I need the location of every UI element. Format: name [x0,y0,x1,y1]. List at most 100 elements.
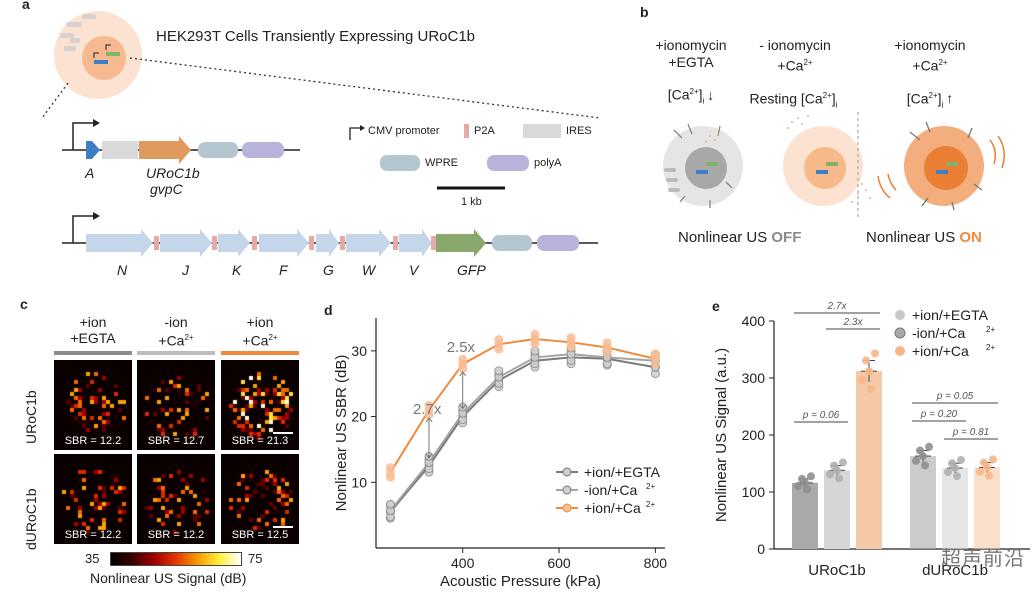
legend-label-2: +ion/+Ca [912,343,969,359]
category-label: dURoC1b [922,562,988,579]
heatmap-1-1: SBR = 12.2 [137,454,215,544]
data-point [494,335,504,345]
heatmap-0-0: SBR = 12.2 [54,360,132,450]
bar [824,470,850,549]
legend-marker [895,310,905,320]
chart-e: 0 100 200 300 400 Nonlinear US Signal (a.u.) U… [713,301,1030,579]
gene-f-arrow [259,229,309,257]
colorbar-min: 35 [85,551,100,566]
data-point [989,455,997,464]
data-point [385,499,395,509]
gene-label-j: J [182,262,189,278]
heatmap-1-2: SBR = 12.5 [221,454,299,544]
legend-p2a: P2A [474,125,495,137]
legend-label-1: -ion/+Ca [912,325,966,341]
data-point [826,470,834,479]
image-scale-bar [273,432,293,434]
gene-label-k: K [232,262,242,278]
y-tick-label: 200 [742,427,766,443]
legend-polya: polyA [534,157,562,169]
data-point [385,463,395,473]
heatmap-1-0: SBR = 12.2 [54,454,132,544]
gene-label-g: G [323,262,334,278]
data-point [566,333,576,343]
legend-wpre: WPRE [425,157,458,169]
header-bar-egta [54,351,132,355]
fold-annotation: 2.7x [413,401,442,418]
legend-marker [562,485,572,495]
condition-0: +ionomycin +EGTA [Ca2+]i ↓ [621,37,761,109]
bar [942,468,968,549]
heatmap-0-2: SBR = 21.3 [221,360,299,450]
legend-label-1: -ion/+Ca [584,482,638,498]
legend-ires: IRES [566,125,592,137]
condition-line2: +Ca2+ [912,57,948,74]
data-point [424,400,434,410]
calcium-level: [Ca2+]i ↓ [667,86,715,106]
data-point [530,329,540,339]
legend-scale: 1 kb [461,196,482,208]
uroc1b-gvpc-arrow [139,136,191,164]
data-point [983,463,991,472]
gene-label-a: A [85,165,95,181]
bar [792,482,818,549]
panel-d-label: d [324,302,333,318]
legend-label-2: +ion/+Ca [584,500,641,516]
heatmap-0-1: SBR = 12.7 [137,360,215,450]
gene-g-arrow [316,229,339,257]
fold-arrow-head [425,417,433,423]
column-header-2: +ion +Ca2+ [242,314,278,349]
legend-marker [562,467,572,477]
bracket-label: p = 0.05 [936,391,974,402]
column-header-1: -ion +Ca2+ [158,314,194,349]
bracket-label: 2.3x [843,317,864,328]
legend-marker [895,346,905,356]
x-tick-label: 600 [547,555,571,571]
condition-line1: - ionomycin [759,37,831,53]
data-point [602,338,612,348]
condition-line1: +ionomycin [655,37,727,53]
bracket-label: p = 0.06 [802,410,840,421]
data-point [494,366,504,376]
legend-sup: 2+ [986,325,995,334]
gene-a-arrow [86,141,100,159]
legend-cmv: CMV promoter [368,125,440,137]
legend-sup: 2+ [646,500,655,509]
bracket-label: p = 0.81 [952,427,989,438]
us-on-label: Nonlinear US ON [866,229,982,246]
calcium-level: Resting [Ca2+]i [749,90,838,110]
data-point [801,478,809,487]
y-axis-label: Nonlinear US SBR (dB) [333,355,350,512]
data-point [976,467,984,476]
cmv-legend-icon [349,127,360,140]
series-line-2 [389,338,656,473]
us-off-label: Nonlinear US OFF [678,229,802,246]
y-tick-label: 0 [757,541,765,557]
y-axis-label: Nonlinear US Signal (a.u.) [713,348,730,522]
wpre-legend-icon [380,155,420,171]
y-tick-label: 10 [351,474,367,490]
legend-marker [894,327,906,339]
fold-annotation: 2.5x [447,339,476,356]
data-point [833,466,841,475]
gene-label-n: N [117,262,128,278]
chart-d: 10 20 30 400 600 800 Acoustic Pressure (kPa) No… [333,318,667,590]
bracket-label: p = 0.20 [920,409,958,420]
y-tick-label: 400 [742,313,766,329]
panel-b-label: b [640,4,649,20]
condition-2: +ionomycin +Ca2+ [Ca2+]i ↑ [860,37,1000,113]
ires-block [102,141,138,159]
header-bar-ca-ion [221,351,299,355]
condition-line2: +Ca2+ [777,57,813,74]
data-point [871,349,879,358]
sbr-label: SBR = 12.2 [64,529,122,541]
data-point [985,471,993,480]
panel-b-cells [663,110,1005,220]
gfp-arrow [436,229,486,257]
wpre-block [198,142,238,158]
category-label: URoC1b [808,562,866,579]
y-tick-label: 100 [742,484,766,500]
bar [856,371,882,549]
sbr-label: SBR = 21.3 [231,435,289,447]
panel-a-label: a [22,0,30,12]
